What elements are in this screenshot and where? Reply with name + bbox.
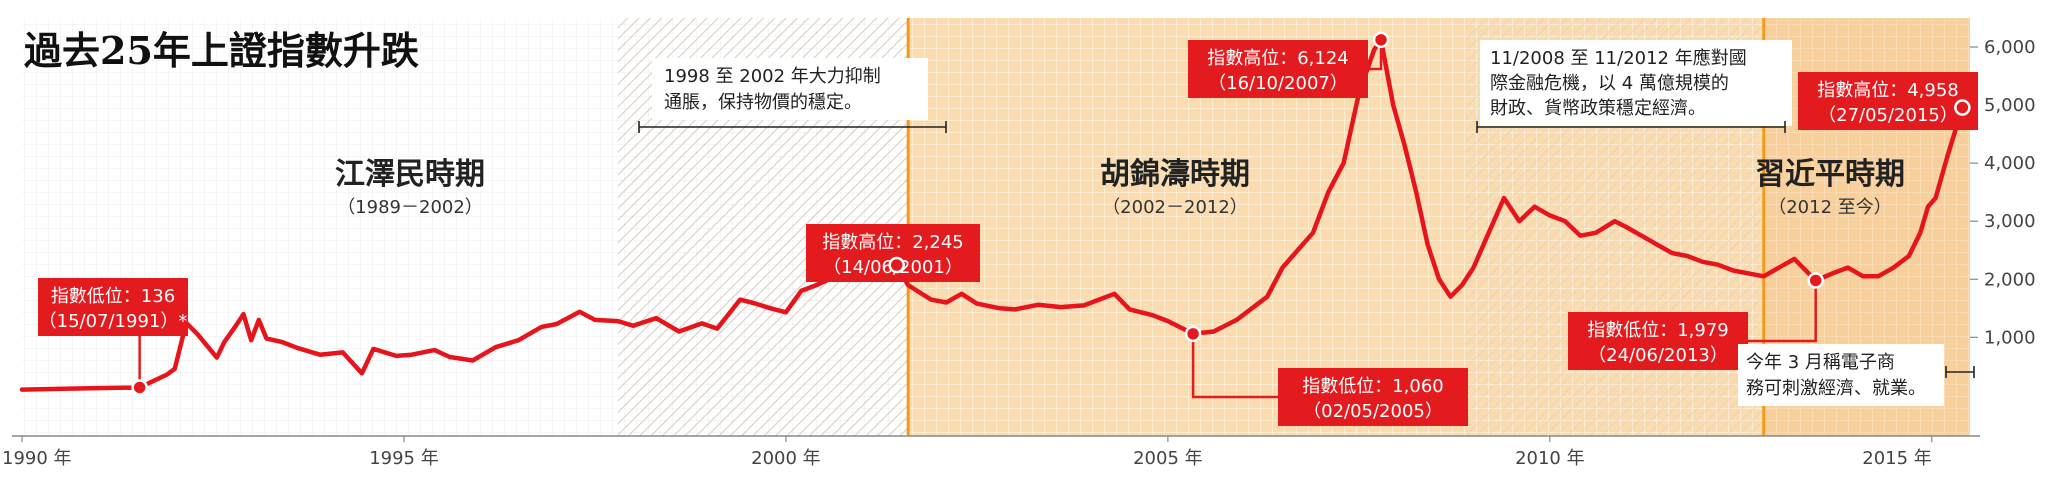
callout-point (1184, 325, 1202, 343)
x-tick-label: 2005 年 (1133, 448, 1203, 469)
callout-box (1568, 312, 1748, 370)
y-tick-label: 3,000 (1984, 211, 2036, 232)
callout: 指數高位：6,124 （16/10/2007） (1188, 31, 1390, 98)
y-tick-label: 4,000 (1984, 153, 2036, 174)
note-stimulus-line3: 財政、貨幣政策穩定經濟。 (1490, 98, 1706, 119)
callout-label: 指數高位：4,958 (1817, 80, 1959, 101)
callout: 指數低位：1,979 （24/06/2013） (1568, 272, 1824, 370)
y-tick-label: 1,000 (1984, 327, 2036, 348)
era-hu-name: 胡錦濤時期 (1100, 157, 1250, 192)
callout-label: 指數低位：136 (51, 286, 175, 307)
y-tick-label: 6,000 (1984, 37, 2036, 58)
callout-layer: 指數低位：136 （15/07/1991）* 指數高位：2,245（14/06/20… (38, 31, 1978, 426)
callout-label: 指數高位：6,124 (1207, 48, 1349, 69)
callout-point (1954, 99, 1971, 116)
note-march-line2: 務可刺激經濟、就業。 (1746, 378, 1926, 399)
callout-point (1807, 272, 1824, 289)
x-tick-label: 1995 年 (369, 448, 439, 469)
callout-box (1188, 40, 1368, 98)
note-march-line1: 今年 3 月稱電子商 (1746, 352, 1895, 373)
callout-leader (1748, 280, 1817, 343)
line-layer (19, 37, 1965, 392)
era-jiang-name: 江澤民時期 (335, 157, 485, 192)
chart-title: 過去25年上證指數升跌 (24, 28, 419, 73)
callout-point (1372, 31, 1390, 49)
note-stimulus-2008: 11/2008 至 11/2012 年應對國 際金融危機，以 4 萬億規模的 財… (1476, 40, 1792, 133)
x-tick-label: 2000 年 (751, 448, 821, 469)
x-tick-label: 2015 年 (1862, 448, 1932, 469)
callout-box (1278, 368, 1468, 426)
callout-box (38, 278, 188, 336)
callout-date: （27/05/2015） (1818, 105, 1958, 126)
y-tick-label: 2,000 (1984, 269, 2036, 290)
callout-date: （02/05/2005） (1303, 401, 1443, 422)
note-stimulus-line2: 際金融危機，以 4 萬億規模的 (1490, 73, 1729, 94)
note-stimulus-line1: 11/2008 至 11/2012 年應對國 (1490, 47, 1747, 69)
era-xi-period: （2012 至今） (1768, 197, 1892, 218)
callout: 指數低位：1,060 （02/05/2005） (1184, 325, 1468, 426)
note-policy-1998-line1: 1998 至 2002 年大力抑制 (664, 66, 881, 87)
era-jiang-period: （1989－2002） (337, 197, 483, 218)
axis-layer: 1990 年 1995 年 2000 年 2005 年 2010 年 2015 年 1,00… (2, 37, 2036, 469)
callout-date: （15/07/1991）* (39, 311, 188, 332)
callout: 指數低位：136 （15/07/1991）* (38, 278, 188, 396)
index-series-line (19, 37, 1965, 392)
callout-date: （24/06/2013） (1588, 345, 1728, 366)
callout-box (1798, 72, 1978, 130)
callout-label: 指數低位：1,060 (1302, 376, 1444, 397)
callout-leader (1191, 333, 1278, 399)
callout-date: （16/10/2007） (1208, 73, 1348, 94)
note-march-2015: 今年 3 月稱電子商 務可刺激經濟、就業。 (1738, 344, 1975, 406)
callout-label: 指數低位：1,979 (1587, 320, 1729, 341)
note-policy-1998-line2: 通脹，保持物價的穩定。 (664, 92, 862, 113)
callout: 指數高位：4,958 （27/05/2015） (1798, 72, 1978, 130)
note-policy-1998: 1998 至 2002 年大力抑制 通脹，保持物價的穩定。 (638, 58, 947, 133)
callout-label: 指數高位：2,245 (822, 232, 964, 253)
callout: 指數高位：2,245（14/06/2001） (806, 224, 980, 282)
callout-point (131, 379, 148, 396)
y-tick-label: 5,000 (1984, 95, 2036, 116)
era-hu-period: （2002－2012） (1102, 197, 1248, 218)
callout-leader (1368, 39, 1383, 71)
x-tick-label: 2010 年 (1515, 448, 1585, 469)
callout-point (888, 256, 905, 274)
x-tick-label: 1990 年 (2, 448, 72, 469)
era-xi-name: 習近平時期 (1755, 157, 1905, 192)
